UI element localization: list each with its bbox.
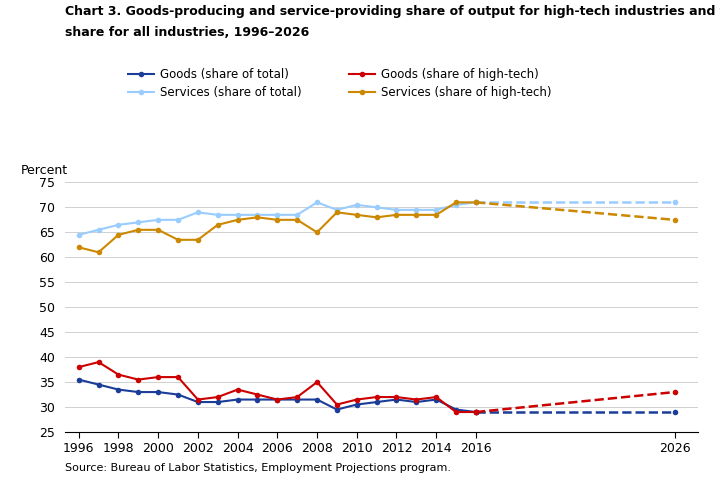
Text: Chart 3. Goods-producing and service-providing share of output for high-tech ind: Chart 3. Goods-producing and service-pro… xyxy=(65,5,720,18)
Text: share for all industries, 1996–2026: share for all industries, 1996–2026 xyxy=(65,26,309,39)
Text: Percent: Percent xyxy=(20,165,68,178)
Legend: Goods (share of total), Services (share of total), Goods (share of high-tech), S: Goods (share of total), Services (share … xyxy=(128,68,552,99)
Text: Source: Bureau of Labor Statistics, Employment Projections program.: Source: Bureau of Labor Statistics, Empl… xyxy=(65,463,451,473)
